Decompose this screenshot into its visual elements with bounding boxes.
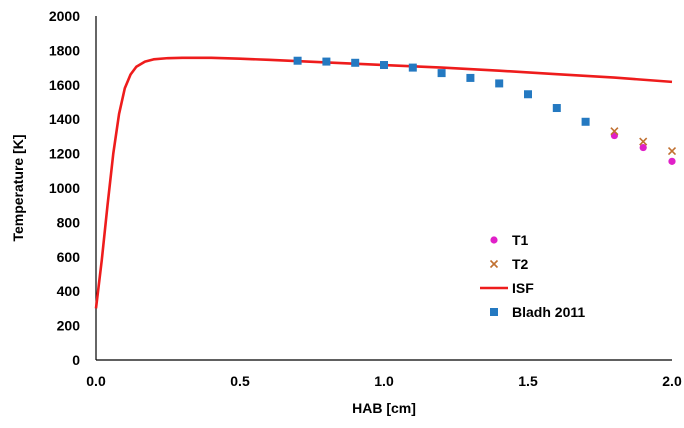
data-point-bladh-2011 [408,63,417,72]
y-tick-label: 2000 [49,8,80,24]
y-tick-label: 1800 [49,42,80,58]
y-tick-label: 800 [57,214,81,230]
y-tick-label: 1600 [49,77,80,93]
data-point-bladh-2011 [552,104,561,113]
data-point-bladh-2011 [293,56,302,65]
legend-label: ISF [512,280,534,296]
series-bladh-2011 [293,56,590,126]
x-tick-label: 0.5 [230,373,250,389]
legend-label: T1 [512,232,529,248]
y-tick-label: 0 [72,352,80,368]
y-tick-label: 400 [57,283,81,299]
y-tick-label: 200 [57,318,81,334]
x-axis-title: HAB [cm] [352,400,416,416]
y-tick-labels: 0 200 400 600 800 1000 1200 1400 1600 1800 2000 [49,8,80,368]
data-point-t1 [668,157,676,165]
y-tick-label: 600 [57,249,81,265]
series-t2 [610,127,677,156]
x-tick-labels: 0.0 0.5 1.0 1.5 2.0 [86,373,682,389]
data-point-bladh-2011 [495,79,504,88]
x-tick-label: 0.0 [86,373,106,389]
series-isf [94,56,673,309]
y-tick-label: 1000 [49,180,80,196]
x-tick-label: 1.5 [518,373,538,389]
legend-label: Bladh 2011 [512,304,585,320]
legend-swatch [490,308,498,316]
data-point-bladh-2011 [322,57,331,66]
data-point-t2 [610,127,619,136]
legend: T1 T2 ISF Bladh 2011 [480,232,585,320]
data-point-t2 [639,137,648,146]
axes: 0.0 0.5 1.0 1.5 2.0 0 200 400 600 800 1000 1200 140… [10,8,682,416]
legend-item-t1: T1 [490,232,529,248]
data-point-bladh-2011 [380,61,388,70]
legend-item-isf: ISF [480,280,534,296]
legend-swatch [489,259,499,269]
y-tick-label: 1200 [49,146,80,162]
legend-swatch [490,236,498,244]
x-tick-label: 1.0 [374,373,394,389]
data-point-bladh-2011 [437,69,446,78]
x-tick-label: 2.0 [662,373,682,389]
legend-label: T2 [512,256,529,272]
legend-item-bladh-2011: Bladh 2011 [490,304,585,320]
series-line-isf [94,56,673,309]
y-tick-label: 1400 [49,111,80,127]
data-point-t1 [639,143,647,152]
y-axis-title: Temperature [K] [10,134,26,241]
data-point-bladh-2011 [524,90,532,99]
data-point-bladh-2011 [351,58,360,67]
legend-item-t2: T2 [489,256,529,272]
data-point-t2 [667,146,677,156]
data-series [94,56,677,309]
data-point-bladh-2011 [466,73,475,82]
data-point-bladh-2011 [581,117,590,126]
series-t1 [610,131,676,165]
